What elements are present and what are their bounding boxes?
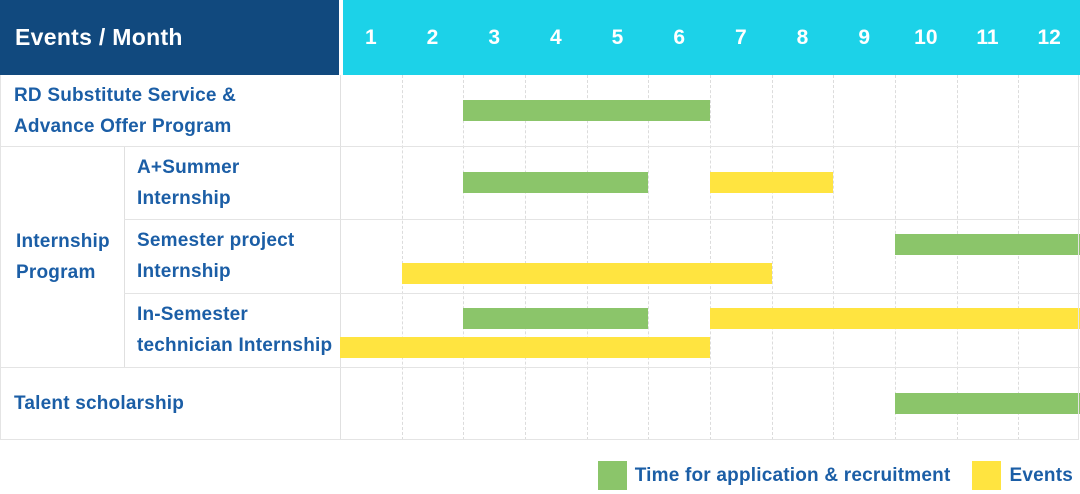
month-label: 8 (796, 25, 809, 49)
row-label: RD Substitute Service & Advance Offer Pro… (0, 75, 340, 146)
gantt-bar-event (710, 172, 834, 193)
grid-line-vertical (710, 75, 711, 440)
month-label: 9 (858, 25, 870, 49)
gantt-bar-application (463, 308, 649, 329)
grid-line-vertical (771, 75, 773, 440)
gantt-bar-event (710, 308, 1080, 329)
row-label-line: Talent scholarship (14, 393, 185, 414)
month-label: 3 (488, 25, 500, 49)
row-label: In-Semester technician Internship (124, 293, 340, 367)
group-label-internship-program: Internship Program (0, 146, 124, 367)
corner-header-cell: Events / Month (0, 0, 339, 75)
row-label: Semester project Internship (124, 219, 340, 293)
group-column-divider (124, 146, 125, 367)
month-label: 5 (611, 25, 624, 49)
group-label-line: Internship (16, 230, 110, 252)
gantt-bar-event (401, 263, 772, 284)
legend-label-events: Events (1009, 464, 1073, 486)
legend-swatch-events (972, 461, 1002, 490)
row-label-line: Advance Offer Program (14, 115, 232, 137)
month-label: 11 (976, 25, 999, 49)
month-label: 2 (426, 25, 439, 49)
row-label-line: RD Substitute Service & (14, 84, 237, 106)
grid-line-vertical (833, 75, 835, 440)
month-label: 7 (734, 25, 747, 49)
row-divider (124, 219, 1080, 220)
month-label: 10 (914, 25, 938, 49)
grid-line-vertical (525, 75, 526, 440)
row-divider (124, 293, 1080, 294)
grid-line-vertical (956, 75, 958, 440)
corner-header-label: Events / Month (15, 24, 183, 50)
row-label-line: Internship (137, 187, 231, 209)
row-label-line: Internship (137, 261, 231, 282)
row-label: Talent scholarship (0, 367, 340, 440)
row-label: A+Summer Internship (124, 146, 340, 219)
row-divider (0, 367, 1080, 368)
legend-swatch-application (597, 461, 627, 490)
grid-line-vertical (1018, 75, 1020, 440)
gantt-bar-application (895, 393, 1080, 414)
month-label: 1 (364, 25, 377, 49)
grid-line-vertical (586, 75, 588, 440)
grid-line-vertical (648, 75, 650, 440)
grid-line-vertical (463, 75, 465, 440)
legend-label-application: Time for application & recruitment (634, 464, 951, 486)
row-label-line: technician Internship (137, 335, 333, 356)
grid-line-vertical (895, 75, 896, 440)
gantt-bar-event (340, 337, 710, 358)
legend: Time for application & recruitment Event… (597, 461, 1073, 490)
gantt-bar-application (463, 100, 710, 121)
grid-line-vertical (340, 75, 341, 440)
gantt-bar-application (463, 172, 649, 193)
grid-line-vertical (401, 75, 403, 440)
gantt-bar-application (895, 234, 1080, 255)
month-label: 12 (1037, 25, 1061, 49)
month-label: 6 (673, 25, 685, 49)
group-label-line: Program (16, 261, 96, 283)
row-divider (0, 146, 1080, 147)
month-header: 1 2 3 4 5 6 7 8 9 10 11 12 (343, 0, 1080, 75)
row-label-line: A+Summer (137, 156, 240, 178)
month-label: 4 (549, 25, 562, 49)
row-label-line: Semester project (137, 230, 295, 251)
row-label-line: In-Semester (137, 304, 248, 325)
